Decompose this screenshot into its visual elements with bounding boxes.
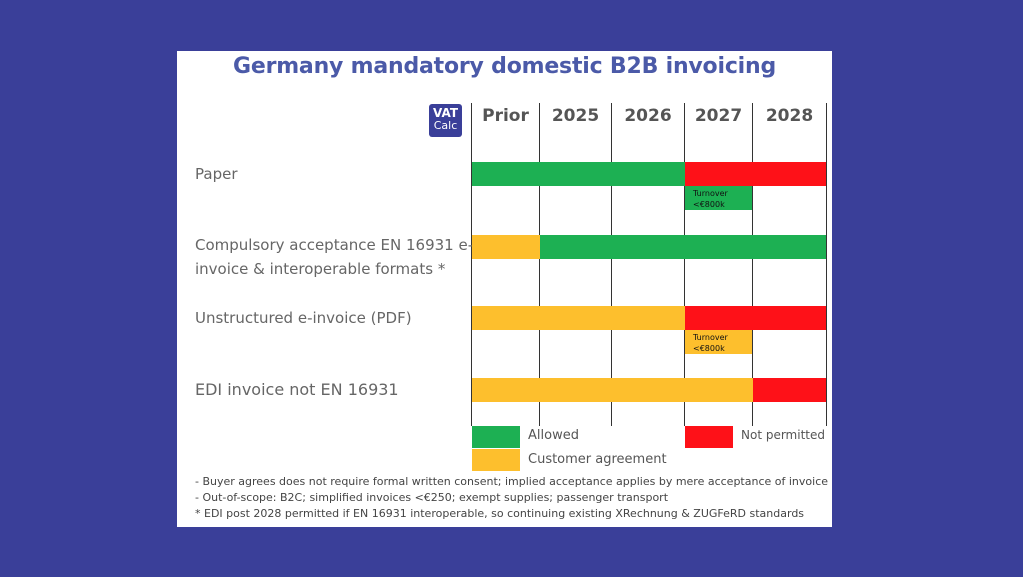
legend-swatch-not-permitted	[685, 426, 733, 448]
bar-acceptance-customer-agreement	[472, 235, 540, 259]
bar-edi-customer-agreement	[472, 378, 753, 402]
note-pdf-turnover: Turnover <€800k	[685, 330, 752, 354]
legend-swatch-allowed	[472, 426, 520, 448]
note-line: <€800k	[693, 200, 725, 209]
column-header-2028: 2028	[765, 106, 814, 126]
row-label-line: EDI invoice not EN 16931	[195, 380, 399, 399]
row-label-line: Unstructured e-invoice (PDF)	[195, 309, 412, 327]
bar-edi-not-permitted	[753, 378, 826, 402]
bar-acceptance-allowed	[540, 235, 826, 259]
column-header-2025: 2025	[551, 106, 600, 126]
vatcalc-logo: VAT Calc	[429, 104, 462, 137]
column-divider	[539, 103, 540, 426]
bar-pdf-not-permitted	[685, 306, 826, 330]
row-label-line: invoice & interoperable formats *	[195, 260, 446, 278]
footnote-2: - Out-of-scope: B2C; simplified invoices…	[195, 491, 669, 504]
bar-paper-not-permitted	[685, 162, 826, 186]
note-line: Turnover	[693, 189, 728, 198]
note-line: Turnover	[693, 333, 728, 342]
logo-text-vat: VAT	[432, 106, 458, 120]
legend-label-allowed: Allowed	[528, 428, 579, 443]
footnote-3: * EDI post 2028 permitted if EN 16931 in…	[195, 507, 805, 520]
legend-label-customer-agreement: Customer agreement	[528, 452, 667, 467]
note-paper-turnover: Turnover <€800k	[685, 186, 752, 210]
bar-paper-allowed	[472, 162, 685, 186]
column-divider	[752, 103, 753, 426]
column-header-prior: Prior	[482, 106, 529, 126]
column-header-2026: 2026	[624, 106, 672, 126]
legend-swatch-customer-agreement	[472, 449, 520, 471]
row-label-edi: EDI invoice not EN 16931	[195, 378, 399, 402]
bar-pdf-customer-agreement	[472, 306, 685, 330]
column-divider	[684, 103, 685, 426]
column-divider	[611, 103, 612, 426]
row-label-line: Compulsory acceptance EN 16931 e-	[195, 236, 474, 254]
column-divider	[471, 103, 472, 426]
footnote-1: - Buyer agrees does not require formal w…	[195, 475, 829, 488]
chart-title: Germany mandatory domestic B2B invoicing	[232, 54, 777, 79]
column-header-2027: 2027	[694, 106, 743, 126]
row-label-pdf: Unstructured e-invoice (PDF)	[195, 306, 412, 330]
legend-label-not-permitted: Not permitted	[741, 428, 825, 442]
row-label-line: Paper	[195, 165, 238, 183]
row-label-compulsory-acceptance: Compulsory acceptance EN 16931 e- invoic…	[195, 233, 473, 281]
column-divider	[826, 103, 827, 426]
row-label-paper: Paper	[195, 162, 237, 186]
chart-card: Germany mandatory domestic B2B invoicing…	[177, 51, 832, 527]
logo-text-calc: Calc	[433, 119, 458, 132]
note-line: <€800k	[693, 344, 725, 353]
